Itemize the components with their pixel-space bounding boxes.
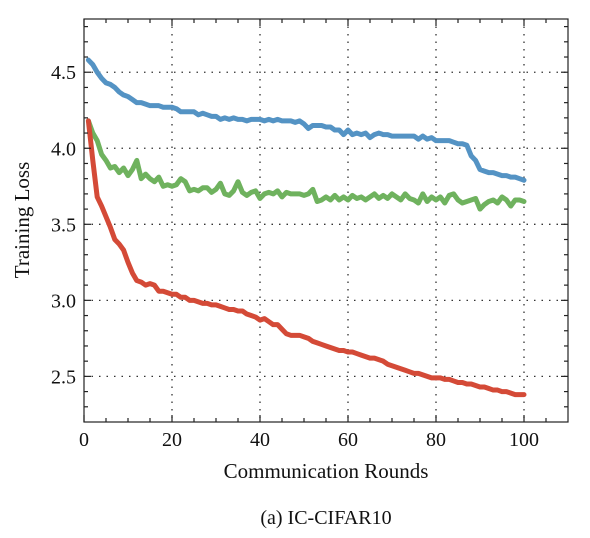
- series-line-1: [85, 57, 527, 183]
- x-tick-labels: 0 20 40 60 80 100: [79, 429, 539, 451]
- series-lines: [85, 57, 527, 398]
- x-tick-label: 60: [338, 429, 358, 451]
- figure-caption: (a) IC-CIFAR10: [260, 507, 391, 529]
- plot-frame: [83, 18, 569, 423]
- x-tick-label: 40: [250, 429, 270, 451]
- y-tick-label: 3.5: [51, 214, 76, 236]
- series-line-3: [85, 118, 527, 398]
- y-axis-title: Training Loss: [10, 162, 34, 279]
- x-tick-label: 80: [426, 429, 446, 451]
- x-axis-title: Communication Rounds: [224, 459, 429, 483]
- y-tick-label: 3.0: [51, 290, 76, 312]
- x-tick-label: 0: [79, 429, 89, 451]
- x-tick-label: 100: [509, 429, 539, 451]
- y-tick-label: 2.5: [51, 366, 76, 388]
- y-tick-label: 4.5: [51, 62, 76, 84]
- y-tick-labels: 2.5 3.0 3.5 4.0 4.5: [51, 62, 76, 388]
- x-tick-label: 20: [162, 429, 182, 451]
- axis-ticks: [83, 19, 568, 422]
- grid-lines: [84, 19, 568, 422]
- y-tick-label: 4.0: [51, 138, 76, 160]
- series-line-2: [85, 118, 527, 212]
